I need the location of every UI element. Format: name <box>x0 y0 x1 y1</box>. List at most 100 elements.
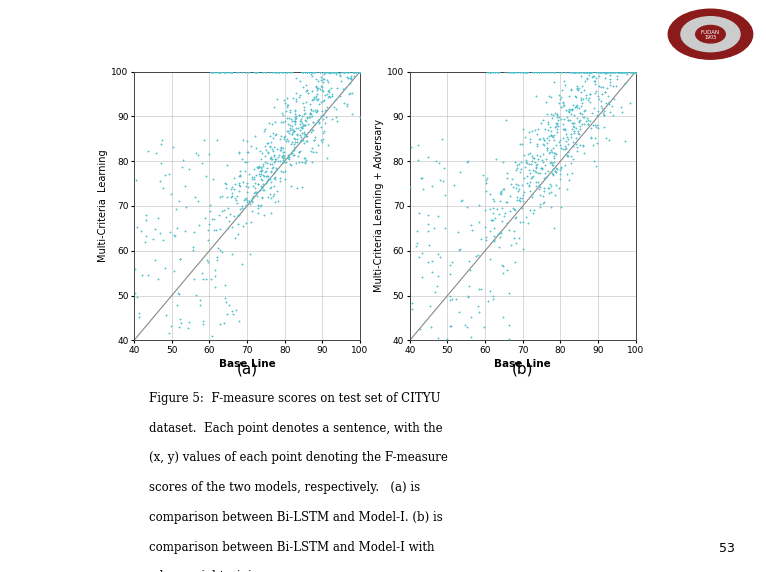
Point <box>574 67 586 76</box>
Point <box>283 67 295 76</box>
Point <box>354 67 366 76</box>
Point <box>301 132 313 141</box>
Point <box>581 74 593 83</box>
Point <box>543 188 555 197</box>
Point <box>607 94 620 104</box>
Point <box>541 109 553 118</box>
Point <box>579 106 591 115</box>
Point <box>571 147 583 156</box>
Point <box>452 228 464 237</box>
Point <box>596 103 608 112</box>
Point <box>558 125 571 134</box>
Point <box>424 301 436 311</box>
Point <box>285 115 297 124</box>
Point <box>507 67 519 76</box>
Point <box>604 70 616 80</box>
Point <box>611 67 624 76</box>
Point <box>611 74 623 84</box>
Point <box>152 275 164 284</box>
Point <box>578 67 591 76</box>
Point <box>354 67 366 76</box>
Point <box>502 67 515 76</box>
Point <box>578 120 591 129</box>
Point <box>530 181 542 190</box>
Point <box>240 67 252 76</box>
Point <box>248 173 260 182</box>
Point <box>176 162 188 171</box>
Point <box>559 145 571 154</box>
Point <box>279 98 291 108</box>
Point <box>522 219 534 228</box>
Point <box>142 271 154 280</box>
Point <box>544 122 556 132</box>
Point <box>554 94 566 103</box>
Point <box>342 89 355 98</box>
Point <box>290 117 302 126</box>
Point <box>236 67 248 76</box>
Point <box>302 120 314 129</box>
Point <box>590 161 602 170</box>
Point <box>487 292 499 301</box>
Point <box>187 245 199 255</box>
Point <box>519 157 532 166</box>
Point <box>612 67 624 76</box>
Point <box>578 67 590 76</box>
Point <box>595 67 607 76</box>
Point <box>512 233 525 243</box>
Point <box>154 228 166 237</box>
Point <box>326 89 338 98</box>
Point <box>300 67 312 76</box>
Point <box>524 138 536 147</box>
Point <box>193 220 205 229</box>
Point <box>532 150 544 160</box>
Point <box>249 179 261 188</box>
Point <box>597 107 610 116</box>
Point <box>534 168 546 177</box>
Point <box>466 225 479 235</box>
Point <box>325 67 337 76</box>
Point <box>416 272 428 281</box>
Point <box>309 120 321 129</box>
Point <box>496 260 508 269</box>
Point <box>289 117 301 126</box>
Point <box>178 227 191 236</box>
Point <box>247 181 260 190</box>
Point <box>590 67 602 76</box>
Point <box>284 126 296 135</box>
Point <box>579 67 591 76</box>
Point <box>589 133 601 142</box>
Point <box>214 225 226 234</box>
Point <box>495 187 507 196</box>
Point <box>226 249 238 259</box>
Point <box>624 98 637 108</box>
Point <box>210 67 222 76</box>
Point <box>304 112 316 121</box>
Point <box>172 289 184 298</box>
Point <box>578 149 590 158</box>
Point <box>532 67 545 76</box>
Point <box>536 139 548 148</box>
Point <box>574 124 586 133</box>
Point <box>566 105 578 114</box>
Text: Figure 5:  F-measure scores on test set of CITYU: Figure 5: F-measure scores on test set o… <box>149 392 441 405</box>
Point <box>277 148 290 157</box>
Point <box>480 235 492 244</box>
Point <box>277 167 289 176</box>
Point <box>277 67 289 76</box>
Point <box>311 96 323 105</box>
Point <box>600 67 612 76</box>
Point <box>131 223 143 232</box>
Point <box>257 170 269 180</box>
Point <box>595 67 607 76</box>
Point <box>488 237 500 246</box>
Point <box>574 108 586 117</box>
Point <box>485 67 497 76</box>
Point <box>516 139 528 148</box>
Point <box>487 67 499 76</box>
Point <box>327 67 339 76</box>
Point <box>416 248 428 257</box>
Point <box>584 67 596 76</box>
Point <box>432 212 444 221</box>
Text: comparison between Bi-LSTM and Model-I. (b) is: comparison between Bi-LSTM and Model-I. … <box>149 511 443 524</box>
Text: (x, y) values of each point denoting the F-measure: (x, y) values of each point denoting the… <box>149 451 448 464</box>
